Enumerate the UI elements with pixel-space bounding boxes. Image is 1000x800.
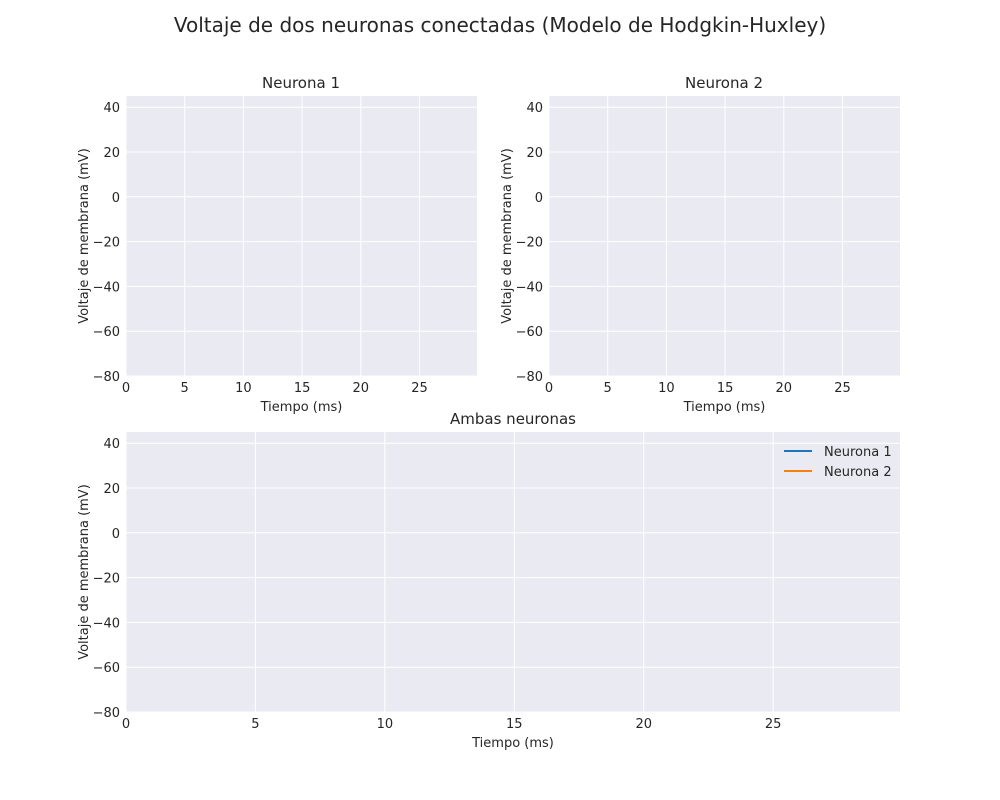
axes-ambas-neuronas: Ambas neuronas 0 5 10 15 20 25 −80 −60 −40 −20 0 20… xyxy=(77,410,900,751)
x-tick-label: 20 xyxy=(635,717,652,732)
x-tick-label: 10 xyxy=(658,381,675,396)
x-tick-label: 5 xyxy=(604,381,612,396)
x-axis-label: Tiempo (ms) xyxy=(683,400,766,415)
y-tick-label: −60 xyxy=(516,325,543,340)
x-tick-label: 20 xyxy=(353,381,370,396)
legend-label-1: Neurona 1 xyxy=(824,445,892,460)
axes-neurona-2: Neurona 2 0 5 10 15 20 25 −80 −60 −40 −20 0 20 40 Tie… xyxy=(500,74,900,415)
x-tick-label: 15 xyxy=(506,717,523,732)
x-tick-label: 25 xyxy=(411,381,428,396)
axes-title-ambas-neuronas: Ambas neuronas xyxy=(450,410,576,428)
y-tick-label: 20 xyxy=(526,146,543,161)
x-tick-label: 20 xyxy=(776,381,793,396)
y-tick-label: −40 xyxy=(93,616,120,631)
axes-title-neurona-1: Neurona 1 xyxy=(262,74,340,92)
plot-area xyxy=(549,96,900,376)
y-tick-label: −80 xyxy=(93,370,120,385)
y-tick-label: −40 xyxy=(516,280,543,295)
y-tick-label: −60 xyxy=(93,661,120,676)
y-tick-label: 0 xyxy=(535,191,543,206)
y-tick-label: −60 xyxy=(93,325,120,340)
y-axis-label: Voltaje de membrana (mV) xyxy=(77,148,92,324)
x-tick-label: 25 xyxy=(765,717,782,732)
y-tick-label: 20 xyxy=(103,482,120,497)
x-tick-label: 10 xyxy=(377,717,394,732)
y-tick-label: −20 xyxy=(516,236,543,251)
y-tick-label: −20 xyxy=(93,236,120,251)
plot-area xyxy=(126,432,900,712)
x-tick-label: 5 xyxy=(181,381,189,396)
figure-title: Voltaje de dos neuronas conectadas (Mode… xyxy=(174,13,826,37)
y-tick-label: 40 xyxy=(103,101,120,116)
x-axis-label: Tiempo (ms) xyxy=(260,400,343,415)
y-tick-label: −80 xyxy=(516,370,543,385)
x-tick-label: 0 xyxy=(122,717,130,732)
legend-label-2: Neurona 2 xyxy=(824,465,892,480)
plot-area xyxy=(126,96,477,376)
y-tick-label: 0 xyxy=(112,527,120,542)
x-tick-label: 10 xyxy=(235,381,252,396)
y-tick-label: 40 xyxy=(526,101,543,116)
y-tick-label: −40 xyxy=(93,280,120,295)
x-tick-label: 25 xyxy=(834,381,851,396)
x-axis-label: Tiempo (ms) xyxy=(471,736,554,751)
y-tick-label: 0 xyxy=(112,191,120,206)
x-tick-label: 15 xyxy=(294,381,311,396)
y-tick-label: 20 xyxy=(103,146,120,161)
x-tick-label: 0 xyxy=(122,381,130,396)
axes-title-neurona-2: Neurona 2 xyxy=(685,74,763,92)
y-axis-label: Voltaje de membrana (mV) xyxy=(77,484,92,660)
axes-neurona-1: Neurona 1 0 5 10 15 20 25 −80 −60 −40 −20 0 20 40 Tie… xyxy=(77,74,477,415)
x-tick-label: 15 xyxy=(717,381,734,396)
y-tick-label: −80 xyxy=(93,706,120,721)
y-tick-label: −20 xyxy=(93,572,120,587)
x-tick-label: 5 xyxy=(251,717,259,732)
y-tick-label: 40 xyxy=(103,437,120,452)
x-tick-label: 0 xyxy=(545,381,553,396)
y-axis-label: Voltaje de membrana (mV) xyxy=(500,148,515,324)
legend: Neurona 1 Neurona 2 xyxy=(784,445,892,480)
